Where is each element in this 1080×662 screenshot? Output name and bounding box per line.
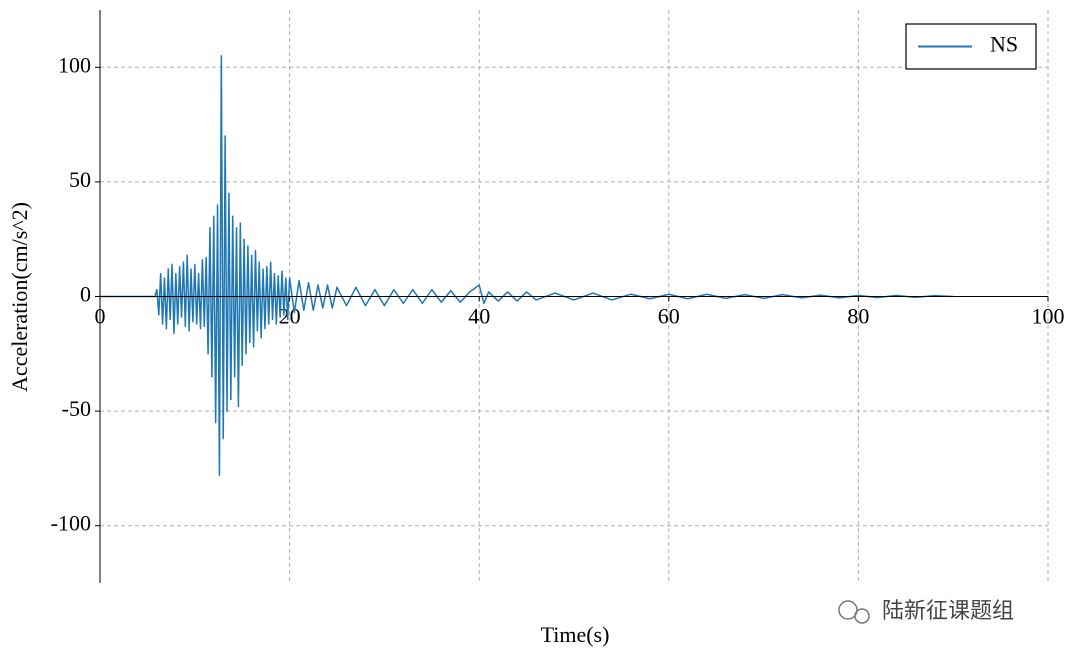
legend: NS	[905, 23, 1037, 70]
y-tick-label: -100	[51, 511, 91, 536]
x-tick-label: 80	[847, 304, 869, 329]
y-tick-label: -50	[62, 396, 91, 421]
watermark: 陆新征课题组	[882, 599, 1014, 624]
x-tick-label: 40	[468, 304, 490, 329]
watermark-group: 陆新征课题组	[838, 599, 1014, 624]
legend-label: NS	[990, 32, 1018, 57]
x-tick-label: 60	[658, 304, 680, 329]
watermark-icon	[854, 608, 870, 624]
line-series	[100, 55, 954, 477]
x-axis-label: Time(s)	[541, 622, 610, 647]
y-tick-label: 0	[80, 282, 91, 307]
y-axis-label: Acceleration(cm/s^2)	[7, 202, 32, 392]
y-tick-label: 50	[69, 167, 91, 192]
x-tick-label: 100	[1032, 304, 1065, 329]
x-tick-label: 20	[279, 304, 301, 329]
y-tick-label: 100	[58, 52, 91, 77]
watermark-icon	[838, 600, 858, 620]
